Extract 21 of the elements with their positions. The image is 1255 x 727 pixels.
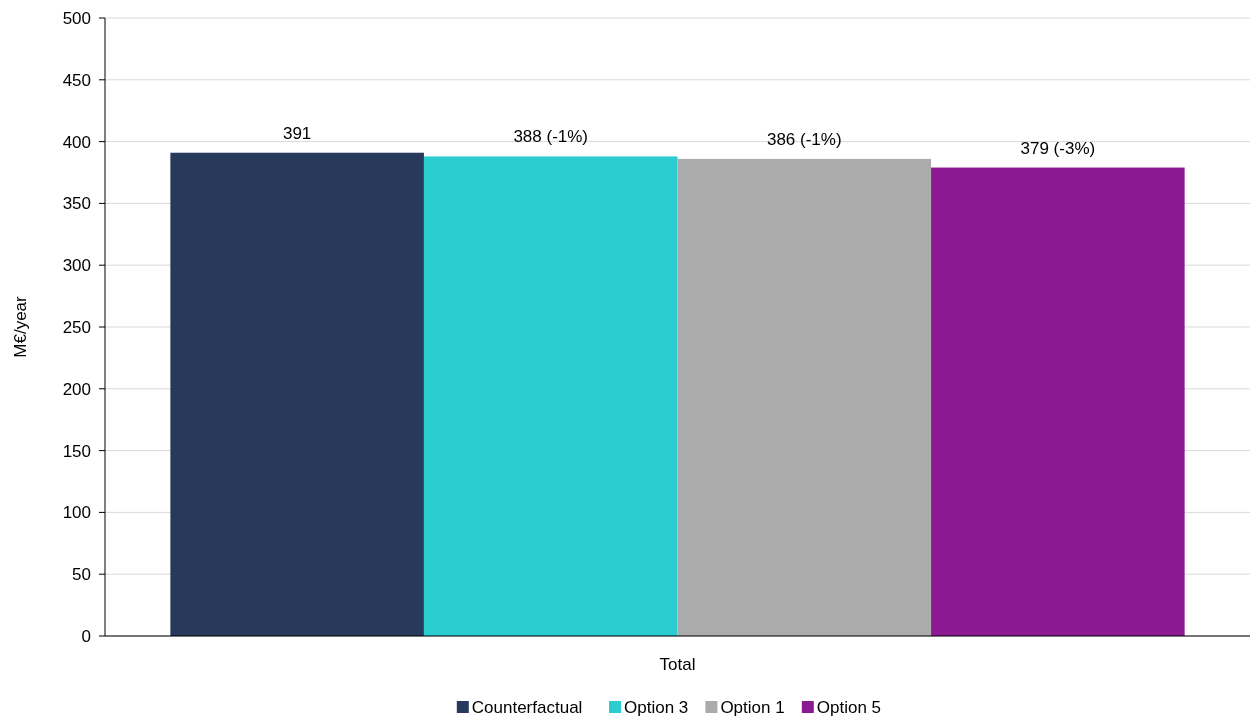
data-label: 386 (-1%) [766,129,842,149]
data-label: 379 (-3%) [1020,138,1096,158]
x-tick-label: Total [659,655,696,674]
y-tick-label: 50 [72,565,91,585]
y-tick-label: 0 [81,626,91,646]
y-tick-label: 200 [62,379,91,399]
y-tick-label: 300 [62,256,91,276]
legend-label: Option 3 [624,698,689,717]
y-tick-label: 250 [62,317,91,337]
legend-label: Option 5 [816,698,882,717]
y-axis-title: M€/year [11,295,30,358]
legend-label: Counterfactual [471,698,583,717]
data-label: 391 [282,123,312,143]
y-tick-label: 100 [62,503,91,523]
y-tick-label: 500 [62,8,91,28]
y-tick-label: 450 [62,70,91,90]
data-label: 388 (-1%) [513,127,589,147]
y-tick-label: 150 [62,441,91,461]
legend-label: Option 1 [720,698,785,717]
y-tick-label: 350 [62,194,91,214]
y-tick-label: 400 [62,132,91,152]
